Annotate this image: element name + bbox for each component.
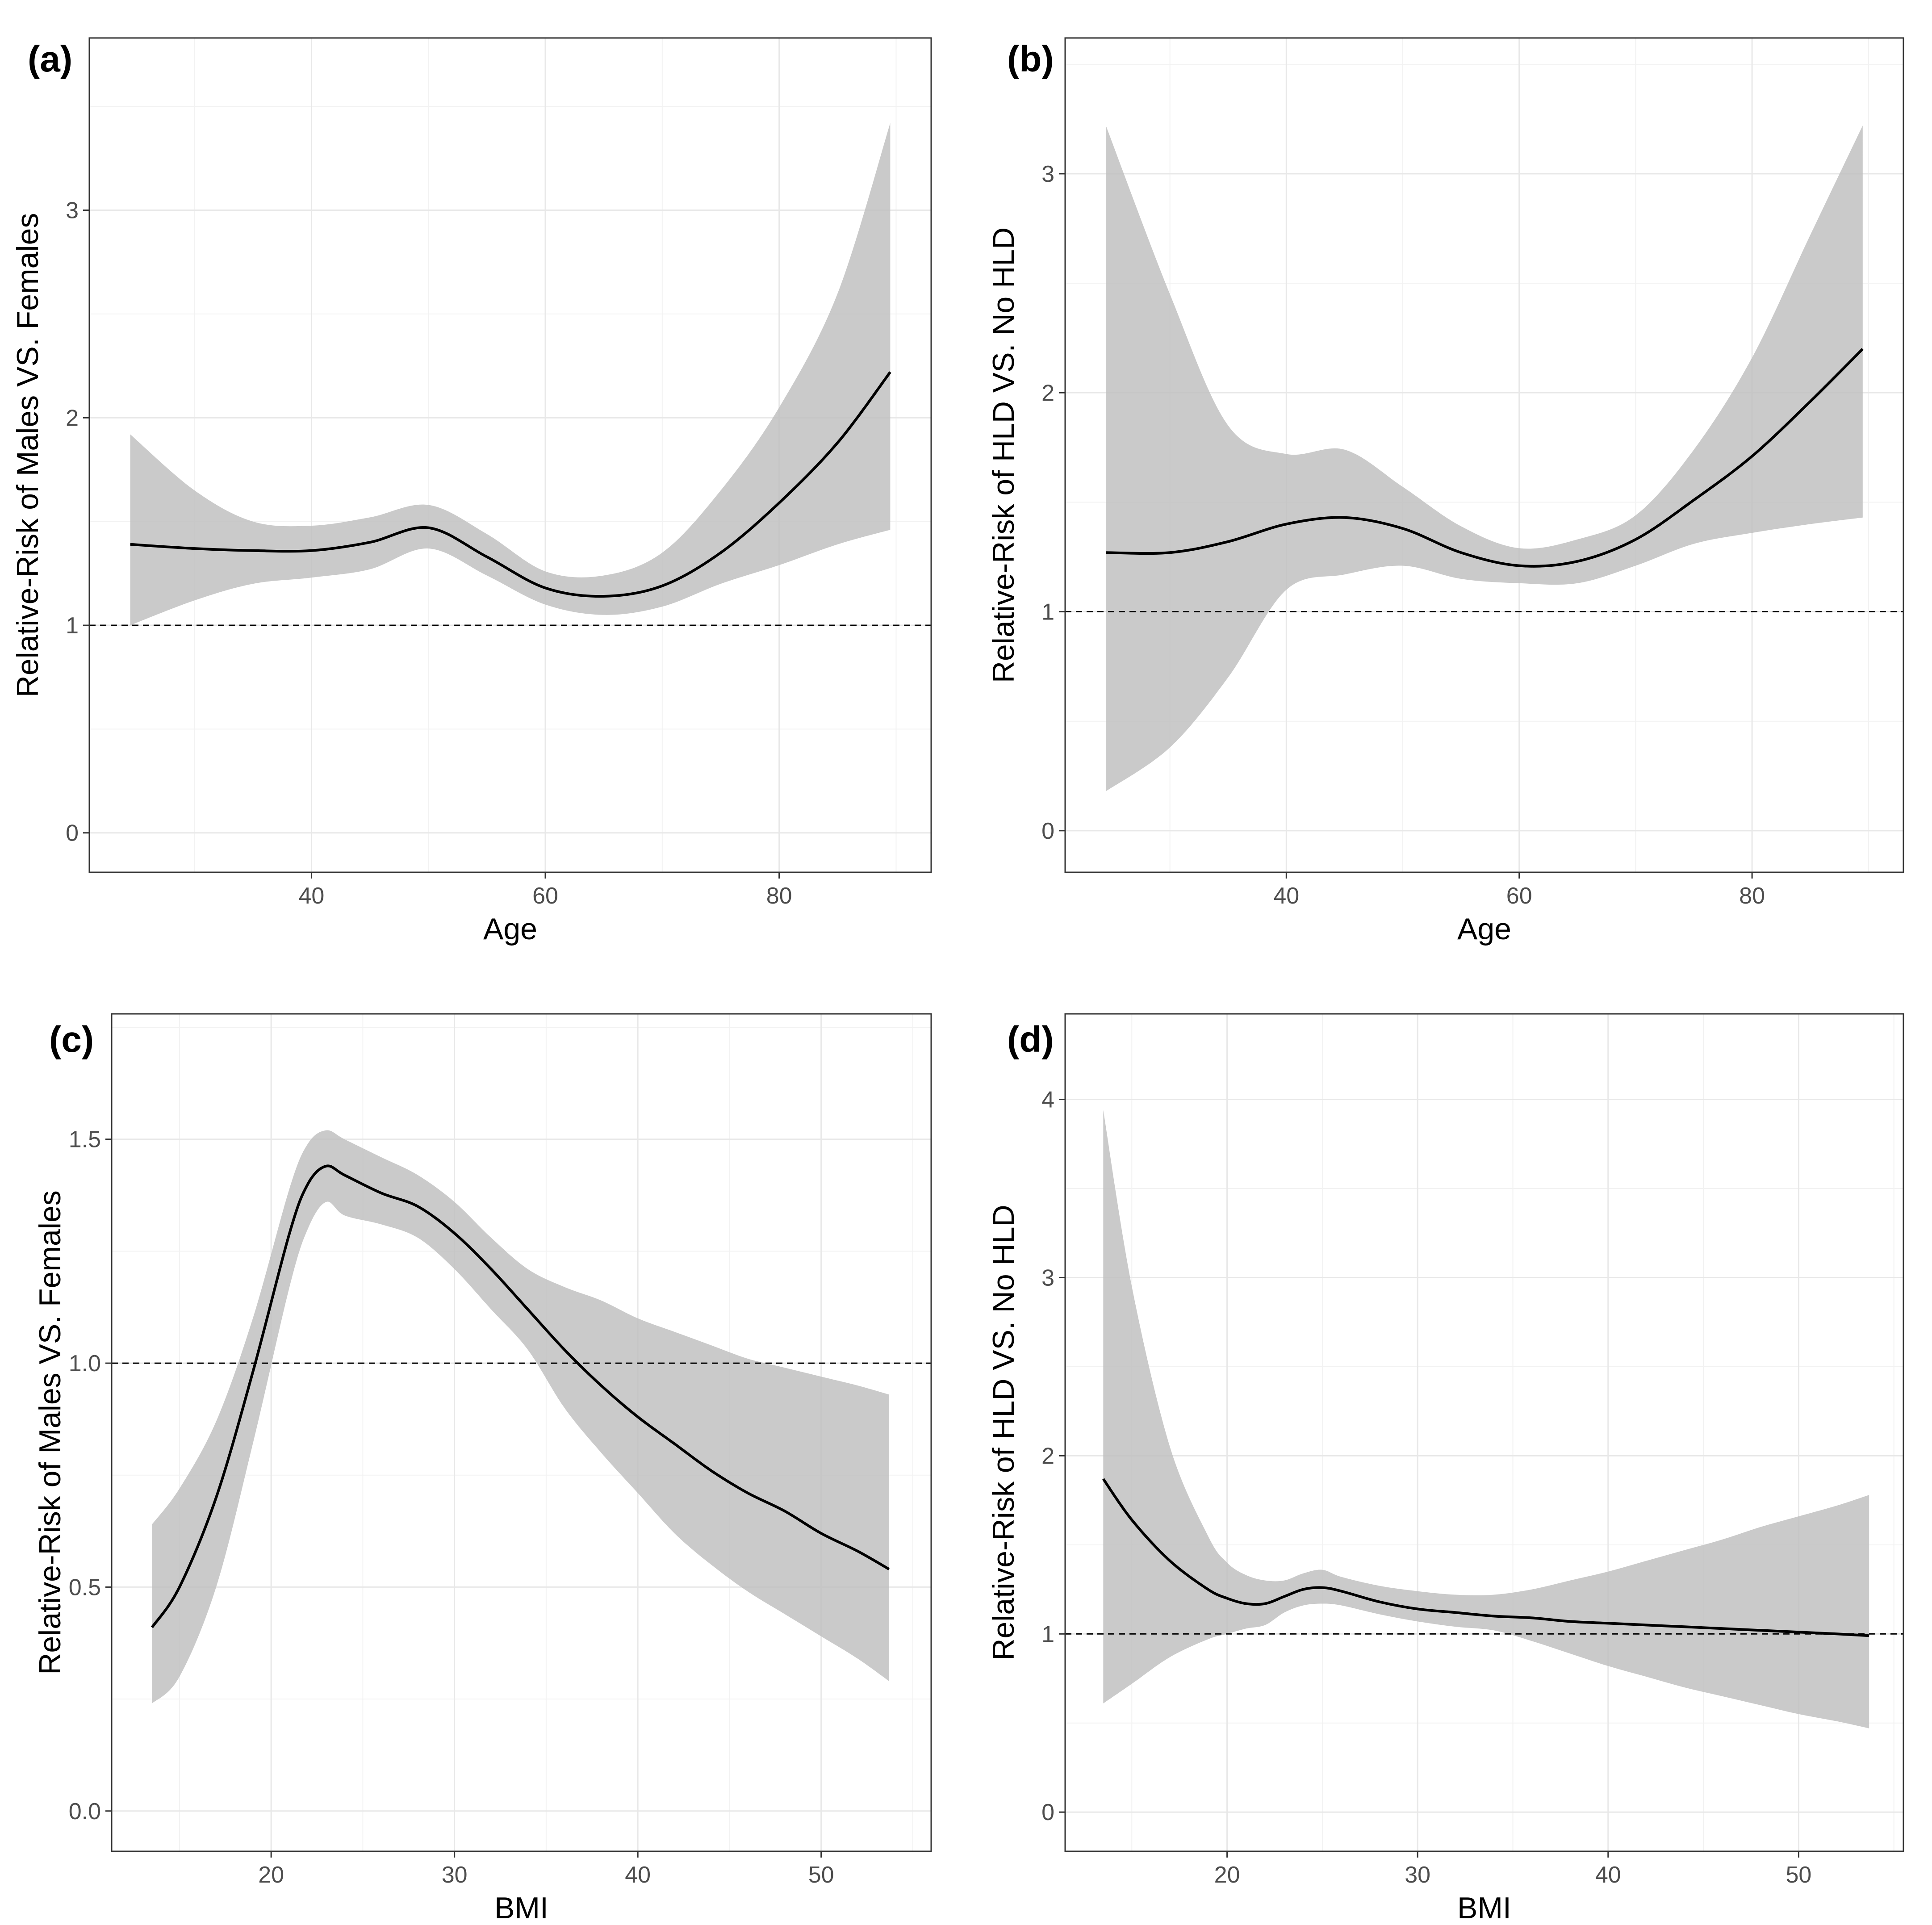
y-tick-label: 2 [1041, 380, 1054, 406]
y-tick-label: 0 [1041, 818, 1054, 844]
fitted-line [1102, 1478, 1869, 1637]
x-axis-title: BMI [494, 1891, 548, 1925]
y-axis-title: Relative-Risk of HLD VS. No HLD [987, 1205, 1020, 1660]
plot-area [1065, 1014, 1903, 1851]
x-tick-label: 40 [1273, 883, 1299, 909]
y-tick-label: 3 [1041, 1265, 1054, 1291]
x-tick-label: 80 [766, 883, 792, 909]
confidence-band [1103, 1110, 1869, 1728]
panel-border [1064, 37, 1904, 873]
y-tick-label: 0 [1041, 1799, 1054, 1825]
panel-border [1064, 1013, 1904, 1852]
y-tick-label: 3 [66, 198, 79, 224]
fitted-line [151, 1164, 890, 1628]
y-tick-label: 1 [66, 613, 79, 639]
y-axis-title: Relative-Risk of HLD VS. No HLD [987, 227, 1020, 683]
panel-c: 20 30 40 50 0.0 0.5 1.0 1.5 BMI Relative-Risk of … [33, 1013, 932, 1925]
y-tick-label: 3 [1041, 161, 1054, 187]
y-tick-label: 1.0 [69, 1351, 101, 1377]
panel-border [111, 1013, 932, 1852]
x-tick-label: 20 [1214, 1862, 1240, 1888]
confidence-band [1106, 126, 1863, 791]
panel-b: 40 60 80 0 1 2 3 Age Relative-Risk of HLD VS. No… [987, 37, 1904, 946]
fitted-line [130, 371, 891, 598]
panel-border [88, 37, 932, 873]
y-tick-label: 0.5 [69, 1574, 101, 1600]
x-tick-label: 40 [625, 1862, 651, 1888]
x-axis-title: Age [1457, 912, 1511, 946]
panel-label: (b) [1007, 39, 1054, 80]
x-tick-label: 40 [299, 883, 325, 909]
confidence-band [130, 123, 891, 625]
x-tick-label: 60 [1506, 883, 1532, 909]
y-tick-label: 1.5 [69, 1127, 101, 1153]
panel-label: (d) [1007, 1019, 1054, 1060]
panel-label: (c) [49, 1019, 94, 1060]
x-tick-label: 40 [1595, 1862, 1621, 1888]
x-tick-label: 20 [258, 1862, 284, 1888]
panel-a: 40 60 80 0 1 2 3 Age Relative-Risk of Males VS. … [11, 37, 932, 946]
x-tick-label: 60 [532, 883, 558, 909]
x-tick-label: 50 [808, 1862, 834, 1888]
y-tick-label: 1 [1041, 1621, 1054, 1647]
y-tick-label: 0.0 [69, 1799, 101, 1825]
y-tick-label: 4 [1041, 1087, 1054, 1113]
x-axis-title: Age [483, 912, 537, 946]
confidence-band [152, 1130, 889, 1704]
x-axis-title: BMI [1457, 1891, 1511, 1925]
fitted-line [1106, 348, 1864, 568]
x-tick-label: 80 [1739, 883, 1765, 909]
panel-label: (a) [28, 39, 72, 80]
x-tick-label: 30 [442, 1862, 468, 1888]
x-tick-label: 30 [1405, 1862, 1430, 1888]
y-axis-title: Relative-Risk of Males VS. Females [33, 1190, 67, 1675]
y-tick-label: 2 [66, 405, 79, 431]
x-tick-label: 50 [1786, 1862, 1811, 1888]
y-tick-label: 2 [1041, 1443, 1054, 1469]
y-tick-label: 0 [66, 820, 79, 846]
y-axis-title: Relative-Risk of Males VS. Females [11, 213, 45, 698]
y-tick-label: 1 [1041, 599, 1054, 625]
panel-d: 20 30 40 50 0 1 2 3 4 BMI Relative-Risk of HLD VS.… [987, 1013, 1904, 1925]
